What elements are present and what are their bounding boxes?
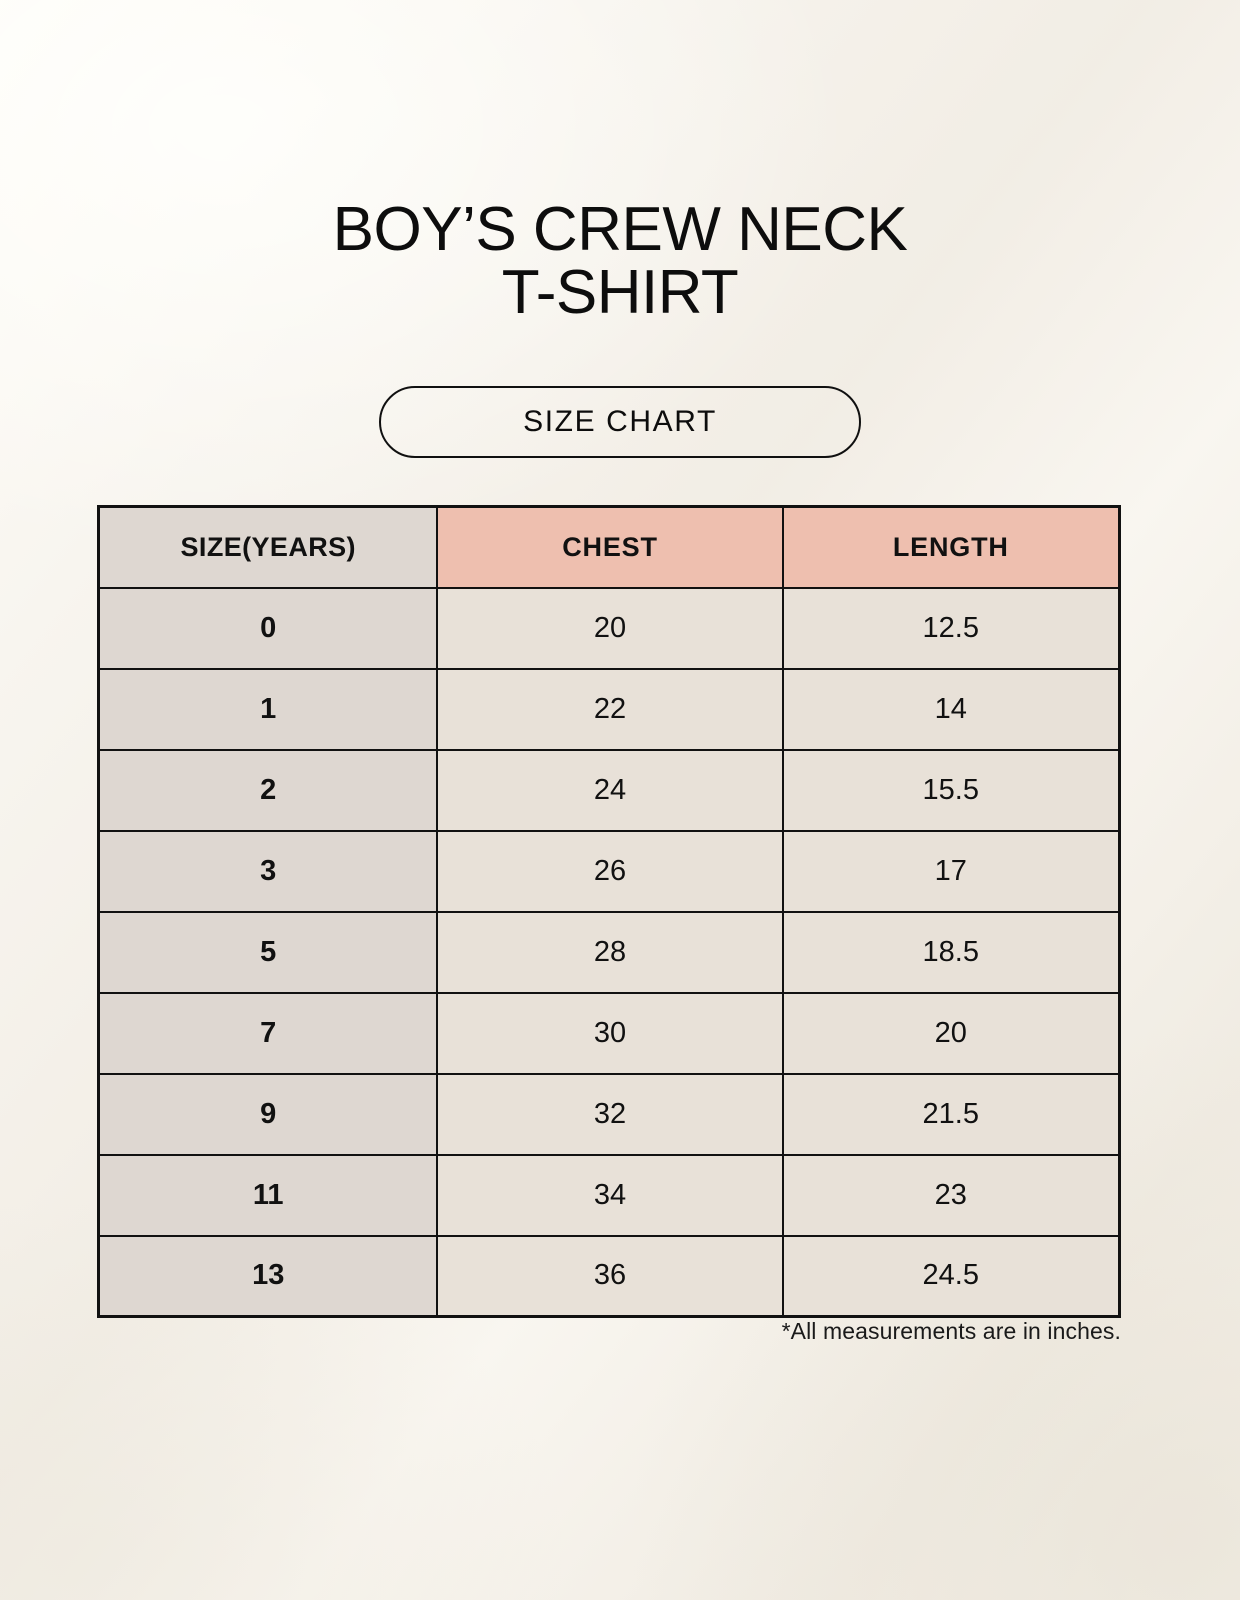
size-table-header: SIZE(YEARS) CHEST LENGTH: [97, 505, 1121, 589]
cell-size: 3: [97, 829, 439, 913]
cell-chest: 34: [436, 1153, 784, 1237]
cell-size: 5: [97, 910, 439, 994]
column-header-length: LENGTH: [781, 505, 1121, 589]
cell-chest: 36: [436, 1234, 784, 1318]
table-row: 1 22 14: [97, 667, 1121, 751]
table-header-row: SIZE(YEARS) CHEST LENGTH: [97, 505, 1121, 589]
cell-size: 11: [97, 1153, 439, 1237]
cell-length: 24.5: [781, 1234, 1121, 1318]
table-row: 5 28 18.5: [97, 910, 1121, 994]
table-row: 11 34 23: [97, 1153, 1121, 1237]
size-table-body: 0 20 12.5 1 22 14 2 24 15.5 3 26 17: [97, 586, 1121, 1318]
cell-chest: 30: [436, 991, 784, 1075]
column-header-size: SIZE(YEARS): [97, 505, 439, 589]
size-chart-badge: SIZE CHART: [379, 386, 861, 458]
cell-length: 12.5: [781, 586, 1121, 670]
cell-size: 0: [97, 586, 439, 670]
cell-size: 1: [97, 667, 439, 751]
cell-length: 14: [781, 667, 1121, 751]
size-chart-badge-container: SIZE CHART: [0, 386, 1240, 458]
table-row: 7 30 20: [97, 991, 1121, 1075]
measurements-footnote: *All measurements are in inches.: [781, 1318, 1121, 1344]
cell-size: 9: [97, 1072, 439, 1156]
size-table-container: SIZE(YEARS) CHEST LENGTH 0 20 12.5 1 22 …: [97, 505, 1121, 1318]
cell-length: 23: [781, 1153, 1121, 1237]
cell-chest: 26: [436, 829, 784, 913]
table-row: 2 24 15.5: [97, 748, 1121, 832]
table-row: 0 20 12.5: [97, 586, 1121, 670]
cell-size: 7: [97, 991, 439, 1075]
cell-chest: 24: [436, 748, 784, 832]
cell-size: 13: [97, 1234, 439, 1318]
cell-length: 20: [781, 991, 1121, 1075]
table-row: 9 32 21.5: [97, 1072, 1121, 1156]
cell-chest: 22: [436, 667, 784, 751]
column-header-chest: CHEST: [436, 505, 784, 589]
cell-length: 15.5: [781, 748, 1121, 832]
cell-chest: 32: [436, 1072, 784, 1156]
cell-length: 18.5: [781, 910, 1121, 994]
table-row: 3 26 17: [97, 829, 1121, 913]
cell-chest: 20: [436, 586, 784, 670]
table-row: 13 36 24.5: [97, 1234, 1121, 1318]
cell-length: 17: [781, 829, 1121, 913]
size-table: SIZE(YEARS) CHEST LENGTH 0 20 12.5 1 22 …: [97, 505, 1121, 1318]
page-title: BOY’S CREW NECK T-SHIRT: [332, 195, 908, 328]
cell-size: 2: [97, 748, 439, 832]
cell-chest: 28: [436, 910, 784, 994]
cell-length: 21.5: [781, 1072, 1121, 1156]
